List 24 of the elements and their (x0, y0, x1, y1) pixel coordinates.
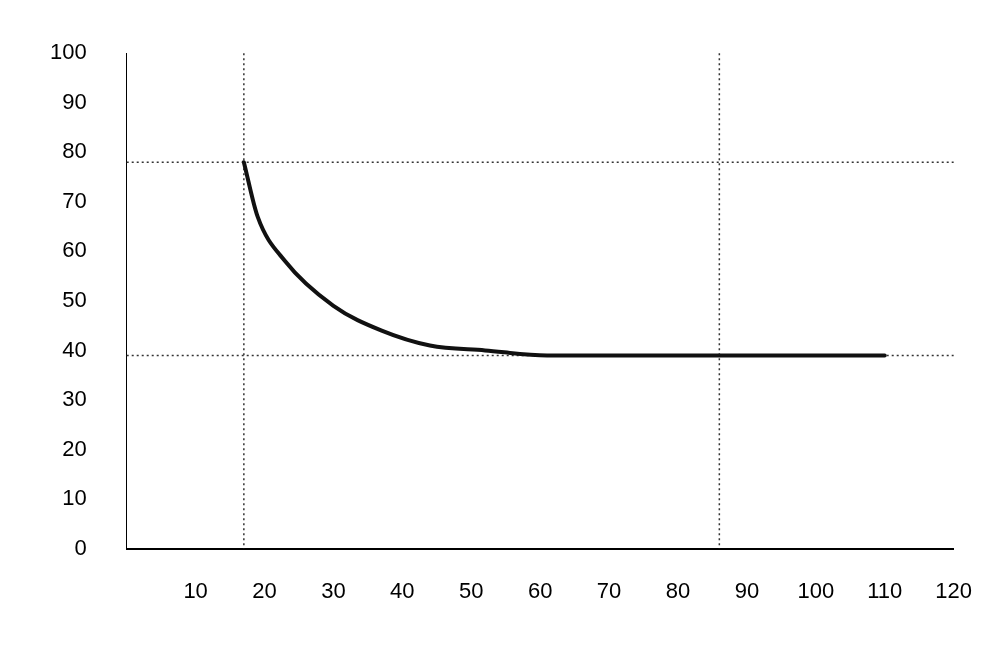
y-tick-label: 20 (62, 435, 87, 461)
y-tick-label: 80 (62, 138, 87, 164)
x-tick-label: 10 (183, 577, 208, 603)
y-tick-label: 100 (49, 39, 87, 65)
y-tick-label: 90 (62, 88, 87, 114)
y-tick-label: 40 (62, 336, 87, 362)
x-tick-label: 20 (252, 577, 277, 603)
x-tick-label: 30 (321, 577, 346, 603)
x-tick-label: 110 (867, 577, 903, 603)
y-tick-label: 0 (74, 534, 87, 560)
y-tick-label: 30 (62, 386, 87, 412)
y-tick-label: 50 (62, 286, 87, 312)
x-tick-label: 40 (390, 577, 415, 603)
y-tick-label: 70 (62, 187, 87, 213)
x-tick-label: 60 (527, 577, 553, 603)
y-tick-label: 10 (62, 485, 87, 511)
x-tick-label: 90 (734, 577, 760, 603)
y-tick-label: 60 (62, 237, 87, 263)
x-tick-label: 100 (797, 577, 835, 603)
x-tick-label: 70 (596, 577, 622, 603)
x-tick-label: 120 (935, 577, 973, 603)
line-series (241, 160, 887, 358)
x-tick-label: 80 (665, 577, 691, 603)
x-tick-label: 50 (459, 577, 484, 603)
